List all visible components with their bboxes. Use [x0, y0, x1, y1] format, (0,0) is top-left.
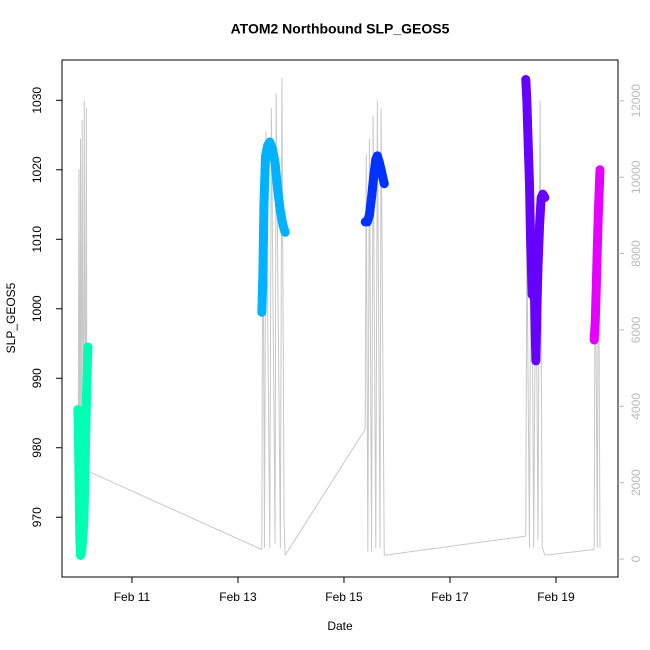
x-axis-label: Date [327, 619, 353, 633]
y-tick-label: 1000 [30, 295, 44, 322]
slp-line [589, 165, 605, 345]
y-tick-label: 970 [30, 507, 44, 527]
chart-title: ATOM2 Northbound SLP_GEOS5 [231, 21, 450, 37]
y-tick-label: 990 [30, 368, 44, 388]
y-tick-label: 980 [30, 437, 44, 457]
x-tick-label: Feb 13 [219, 590, 257, 604]
slp-line [521, 74, 550, 366]
x-tick-label: Feb 11 [114, 590, 151, 604]
slp-line [73, 342, 93, 560]
y2-tick-label: 2000 [629, 469, 643, 496]
y-axis-label: SLP_GEOS5 [4, 282, 18, 353]
y2-tick-label: 0 [629, 555, 643, 562]
slp-line [360, 151, 389, 227]
y-tick-label: 1020 [30, 156, 44, 183]
x-tick-label: Feb 17 [431, 590, 469, 604]
slp-line [257, 137, 290, 317]
y2-tick-label: 6000 [629, 316, 643, 343]
y2-tick-label: 8000 [629, 240, 643, 267]
y2-tick-label: 12000 [629, 84, 643, 118]
y-tick-label: 1010 [30, 226, 44, 253]
altitude-line [77, 77, 601, 560]
x-tick-label: Feb 19 [537, 590, 575, 604]
y-tick-label: 1030 [30, 87, 44, 114]
y2-tick-label: 10000 [629, 160, 643, 194]
x-tick-label: Feb 15 [325, 590, 363, 604]
y2-tick-label: 4000 [629, 393, 643, 420]
plot-frame [61, 59, 619, 578]
